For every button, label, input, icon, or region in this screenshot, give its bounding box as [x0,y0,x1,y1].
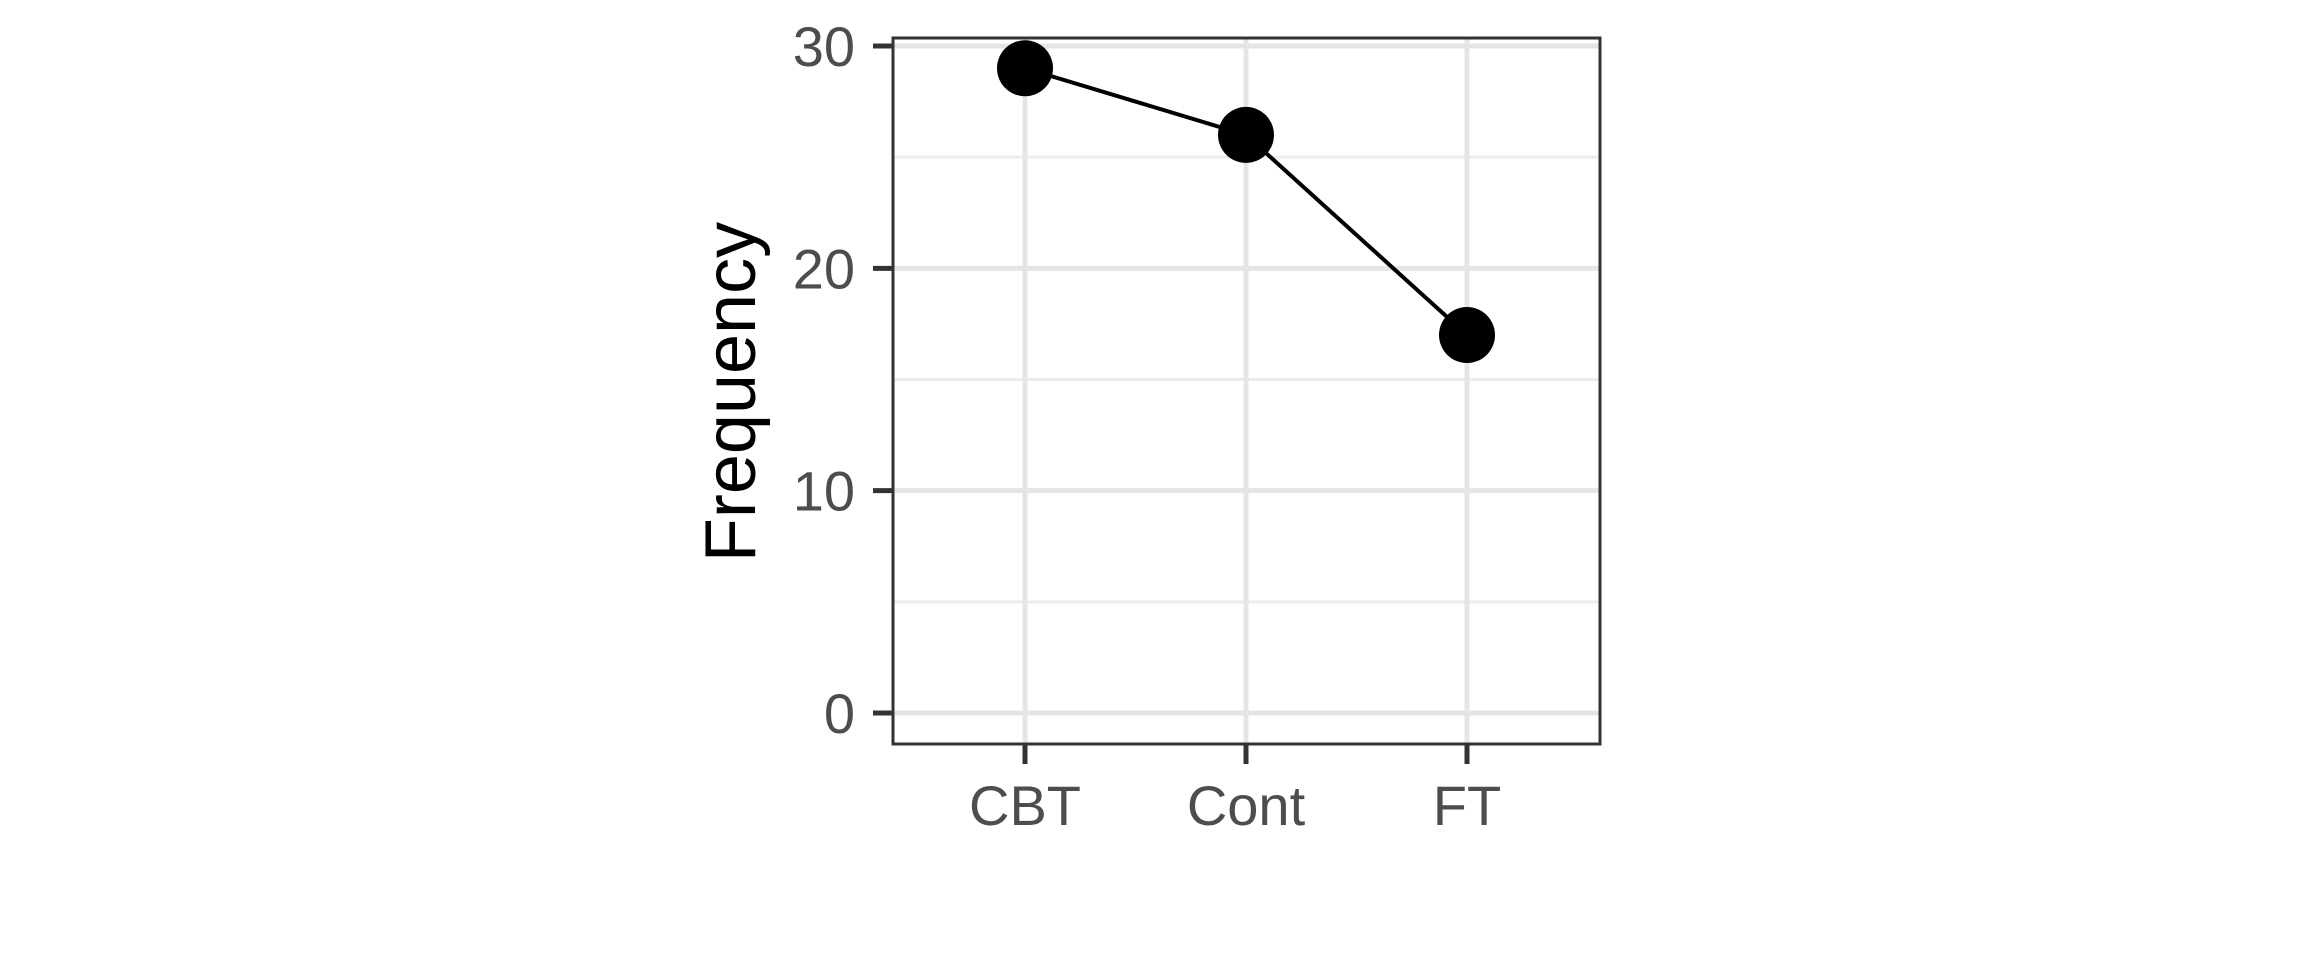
y-tick-label: 20 [793,237,855,300]
plot-panel-border [891,36,1602,746]
x-tick-label: CBT [969,774,1081,837]
axis-ticks: 0 10 20 30 CBT Cont FT [793,15,1502,837]
data-point [997,40,1053,97]
x-tick-label: Cont [1187,774,1306,837]
y-tick-label: 10 [793,460,855,523]
data-point [1439,307,1495,364]
y-tick-label: 0 [824,682,855,745]
data-point [1218,106,1274,163]
x-tick-label: FT [1433,774,1501,837]
y-axis-title: Frequency [691,222,771,562]
y-tick-label: 30 [793,15,855,78]
data-series [997,40,1495,364]
